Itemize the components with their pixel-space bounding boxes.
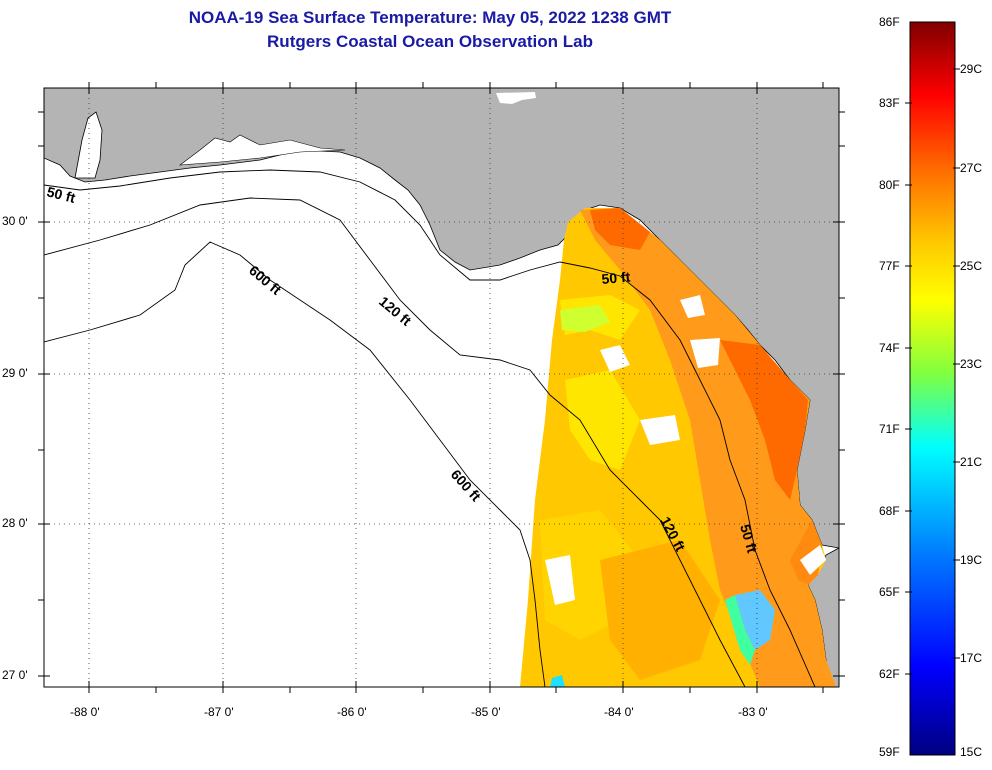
lat-label-27: 27 0': [2, 668, 28, 682]
colorbar-label-27c: 27C: [960, 161, 983, 175]
lon-label-88: -88 0': [70, 705, 100, 719]
colorbar-label-59f: 59F: [879, 745, 900, 759]
colorbar-label-17c: 17C: [960, 651, 983, 665]
contour-120ft-line: [44, 197, 746, 687]
colorbar-label-77f: 77F: [879, 259, 900, 273]
lat-label-30: 30 0': [2, 214, 28, 228]
colorbar: [909, 21, 956, 756]
lat-label-28: 28 0': [2, 516, 28, 530]
colorbar-label-71f: 71F: [879, 422, 900, 436]
colorbar-label-62f: 62F: [879, 667, 900, 681]
contour-label-50-south: 50 ft: [737, 522, 760, 554]
contour-label-50-west: 50 ft: [45, 183, 77, 206]
colorbar-label-23c: 23C: [960, 357, 983, 371]
map-frame: [43, 87, 840, 688]
colorbar-label-80f: 80F: [879, 178, 900, 192]
colorbar-label-74f: 74F: [879, 341, 900, 355]
cloud-patch: [496, 92, 536, 104]
colorbar-label-29c: 29C: [960, 62, 983, 76]
colorbar-label-65f: 65F: [879, 585, 900, 599]
contour-50ft-line: [44, 169, 816, 687]
colorbar-label-21c: 21C: [960, 455, 983, 469]
map-subtitle: Rutgers Coastal Ocean Observation Lab: [267, 32, 593, 51]
contour-600ft-line: [44, 241, 546, 687]
colorbar-label-15c: 15C: [960, 745, 983, 759]
colorbar-label-83f: 83F: [879, 96, 900, 110]
map-title: NOAA-19 Sea Surface Temperature: May 05,…: [188, 8, 672, 27]
colorbar-label-86f: 86F: [879, 15, 900, 29]
contour-label-50-mid: 50 ft: [601, 269, 631, 287]
axis-ticks: [38, 82, 845, 693]
mobile-bay-land: [74, 111, 103, 179]
land-mass: [44, 88, 839, 549]
sst-swath: [520, 208, 836, 687]
lon-label-83: -83 0': [738, 705, 768, 719]
bay-inlet: [178, 134, 346, 166]
colorbar-label-25c: 25C: [960, 259, 983, 273]
lon-label-84: -84 0': [604, 705, 634, 719]
colorbar-label-68f: 68F: [879, 504, 900, 518]
lat-label-29: 29 0': [2, 366, 28, 380]
colorbar-ticks: [905, 68, 960, 675]
lon-label-87: -87 0': [204, 705, 234, 719]
lon-label-85: -85 0': [471, 705, 501, 719]
colorbar-label-19c: 19C: [960, 553, 983, 567]
lon-label-86: -86 0': [337, 705, 367, 719]
